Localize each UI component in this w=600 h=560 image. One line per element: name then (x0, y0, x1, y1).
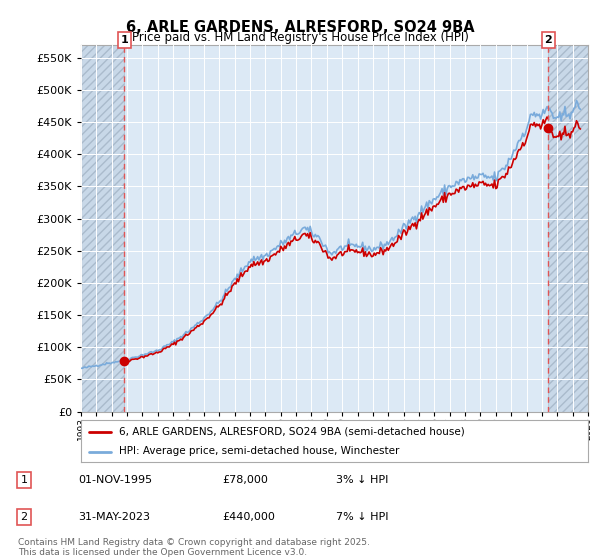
Text: 6, ARLE GARDENS, ALRESFORD, SO24 9BA (semi-detached house): 6, ARLE GARDENS, ALRESFORD, SO24 9BA (se… (119, 427, 465, 437)
Text: 1: 1 (121, 35, 128, 45)
Text: HPI: Average price, semi-detached house, Winchester: HPI: Average price, semi-detached house,… (119, 446, 400, 456)
Text: 31-MAY-2023: 31-MAY-2023 (78, 512, 150, 522)
Text: 7% ↓ HPI: 7% ↓ HPI (336, 512, 389, 522)
Bar (548, 45, 588, 412)
Bar (81, 45, 124, 412)
Text: 2: 2 (544, 35, 552, 45)
Text: 1: 1 (20, 475, 28, 485)
Text: 3% ↓ HPI: 3% ↓ HPI (336, 475, 388, 485)
Text: £440,000: £440,000 (222, 512, 275, 522)
Text: 01-NOV-1995: 01-NOV-1995 (78, 475, 152, 485)
Text: Contains HM Land Registry data © Crown copyright and database right 2025.
This d: Contains HM Land Registry data © Crown c… (18, 538, 370, 557)
Text: 2: 2 (20, 512, 28, 522)
Text: £78,000: £78,000 (222, 475, 268, 485)
Text: Price paid vs. HM Land Registry's House Price Index (HPI): Price paid vs. HM Land Registry's House … (131, 31, 469, 44)
Text: 6, ARLE GARDENS, ALRESFORD, SO24 9BA: 6, ARLE GARDENS, ALRESFORD, SO24 9BA (125, 20, 475, 35)
